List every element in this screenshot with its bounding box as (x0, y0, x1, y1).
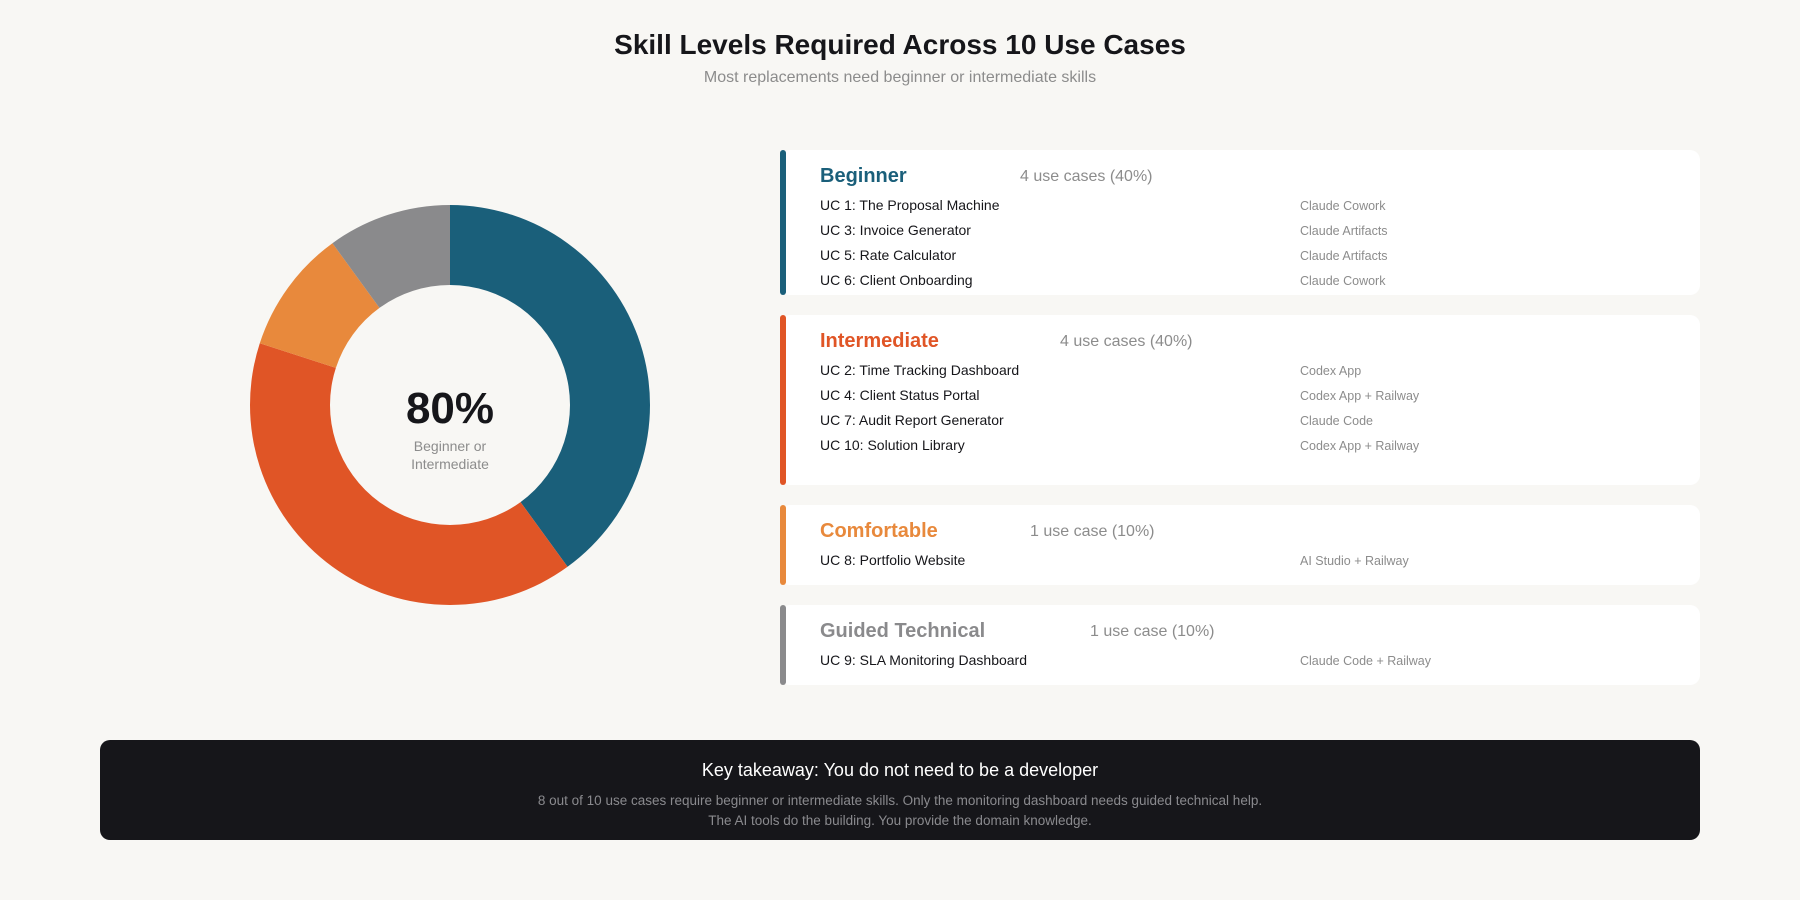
use-case-name: UC 1: The Proposal Machine (820, 197, 1000, 213)
level-count: 1 use case (10%) (1090, 623, 1215, 640)
level-card-guided-technical: Guided Technical 1 use case (10%) UC 9: … (780, 605, 1700, 685)
use-case-name: UC 3: Invoice Generator (820, 222, 971, 238)
donut-segment-comfortable (259, 243, 380, 368)
list-item: UC 9: SLA Monitoring Dashboard Claude Co… (820, 651, 1700, 676)
list-item: UC 4: Client Status Portal Codex App + R… (820, 386, 1700, 411)
level-color-bar (780, 315, 786, 485)
use-case-name: UC 8: Portfolio Website (820, 552, 966, 568)
use-case-list: UC 9: SLA Monitoring Dashboard Claude Co… (820, 651, 1700, 676)
level-count: 1 use case (10%) (1030, 523, 1155, 540)
donut-center-value: 80% (405, 384, 495, 433)
use-case-tool: Codex App + Railway (1300, 389, 1420, 403)
list-item: UC 2: Time Tracking Dashboard Codex App (820, 361, 1700, 386)
banner-text-line2: The AI tools do the building. You provid… (708, 813, 1092, 828)
use-case-name: UC 7: Audit Report Generator (820, 412, 1004, 428)
list-item: UC 3: Invoice Generator Claude Artifacts (820, 221, 1700, 246)
key-takeaway-banner: Key takeaway: You do not need to be a de… (100, 740, 1700, 840)
use-case-tool: Claude Cowork (1300, 274, 1386, 288)
use-case-name: UC 10: Solution Library (820, 437, 965, 453)
list-item: UC 8: Portfolio Website AI Studio + Rail… (820, 551, 1700, 576)
use-case-tool: Claude Artifacts (1300, 224, 1388, 238)
use-case-name: UC 5: Rate Calculator (820, 247, 957, 263)
use-case-name: UC 4: Client Status Portal (820, 387, 980, 403)
level-count: 4 use cases (40%) (1060, 333, 1193, 350)
donut-center-label: Beginner or Intermediate (250, 437, 650, 473)
use-case-tool: Claude Cowork (1300, 199, 1386, 213)
use-case-tool: Claude Code + Railway (1300, 654, 1431, 668)
level-card-comfortable: Comfortable 1 use case (10%) UC 8: Portf… (780, 505, 1700, 585)
list-item: UC 5: Rate Calculator Claude Artifacts (820, 246, 1700, 271)
donut-segment-beginner (450, 205, 650, 567)
level-name: Comfortable (820, 520, 938, 542)
level-name: Beginner (820, 165, 907, 187)
level-color-bar (780, 505, 786, 585)
list-item: UC 6: Client Onboarding Claude Cowork (820, 271, 1700, 296)
use-case-name: UC 9: SLA Monitoring Dashboard (820, 652, 1027, 668)
level-card-beginner: Beginner 4 use cases (40%) UC 1: The Pro… (780, 150, 1700, 295)
level-card-intermediate: Intermediate 4 use cases (40%) UC 2: Tim… (780, 315, 1700, 485)
use-case-name: UC 2: Time Tracking Dashboard (820, 362, 1020, 378)
donut-segment-intermediate (250, 343, 568, 605)
use-case-tool: Claude Artifacts (1300, 249, 1388, 263)
level-name: Intermediate (820, 330, 939, 352)
banner-text-line1: 8 out of 10 use cases require beginner o… (537, 793, 1263, 808)
level-color-bar (780, 605, 786, 685)
level-color-bar (780, 150, 786, 295)
level-name: Guided Technical (820, 620, 986, 642)
list-item: UC 7: Audit Report Generator Claude Code (820, 411, 1700, 436)
donut-segment-guided-technical (332, 205, 450, 308)
donut-center-label-line2: Intermediate (411, 456, 489, 472)
donut-chart: 80% Beginner or Intermediate (250, 205, 670, 625)
use-case-name: UC 6: Client Onboarding (820, 272, 973, 288)
use-case-tool: AI Studio + Railway (1300, 554, 1409, 568)
use-case-list: UC 2: Time Tracking Dashboard Codex App … (820, 361, 1700, 461)
use-case-tool: Claude Code (1300, 414, 1373, 428)
page-title: Skill Levels Required Across 10 Use Case… (614, 29, 1186, 60)
banner-title: Key takeaway: You do not need to be a de… (701, 760, 1099, 780)
page-subtitle: Most replacements need beginner or inter… (703, 69, 1097, 86)
donut-center: 80% Beginner or Intermediate (250, 205, 650, 605)
level-count: 4 use cases (40%) (1020, 168, 1153, 185)
donut-center-label-line1: Beginner or (413, 438, 487, 454)
use-case-tool: Codex App + Railway (1300, 439, 1420, 453)
header: Skill Levels Required Across 10 Use Case… (0, 28, 1800, 88)
list-item: UC 1: The Proposal Machine Claude Cowork (820, 196, 1700, 221)
donut-svg (250, 205, 650, 605)
use-case-list: UC 1: The Proposal Machine Claude Cowork… (820, 196, 1700, 296)
use-case-list: UC 8: Portfolio Website AI Studio + Rail… (820, 551, 1700, 576)
use-case-tool: Codex App (1300, 364, 1362, 378)
list-item: UC 10: Solution Library Codex App + Rail… (820, 436, 1700, 461)
